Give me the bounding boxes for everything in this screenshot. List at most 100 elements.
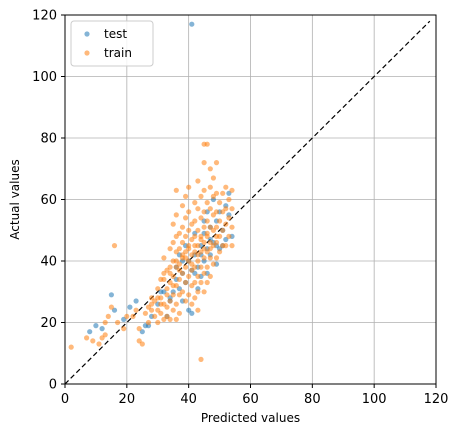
point-train (183, 298, 189, 304)
point-train (201, 255, 207, 261)
point-train (102, 319, 108, 326)
point-train (164, 292, 170, 298)
point-train (213, 190, 220, 196)
x-tick-label: 60 (242, 392, 259, 407)
point-test (127, 304, 133, 310)
point-train (195, 273, 201, 279)
point-train (139, 341, 145, 347)
point-train (195, 252, 201, 258)
point-train (121, 326, 127, 332)
point-train (84, 335, 90, 341)
point-test (108, 292, 114, 298)
point-train (201, 224, 207, 230)
y-tick-label: 0 (49, 378, 57, 393)
y-axis-ticks: 0 20 40 60 80 100 120 (32, 9, 65, 393)
x-tick-label: 0 (61, 392, 69, 407)
x-tick-label: 100 (362, 392, 387, 407)
point-train (183, 233, 189, 239)
point-train (170, 307, 176, 313)
point-train (210, 175, 216, 181)
point-train (152, 313, 158, 319)
point-train (226, 215, 232, 221)
x-axis-title: Predicted values (201, 411, 300, 425)
point-train (195, 307, 201, 313)
point-train (207, 166, 213, 172)
point-train (195, 206, 201, 212)
point-train (108, 304, 114, 310)
point-train (198, 356, 204, 362)
point-train (207, 206, 213, 212)
point-train (217, 200, 223, 206)
y-tick-label: 100 (32, 70, 57, 85)
point-train (192, 279, 198, 286)
point-train (220, 190, 226, 196)
point-train (68, 344, 74, 350)
point-train (176, 267, 182, 273)
point-test (93, 323, 99, 329)
point-train (223, 206, 229, 212)
legend-label-test: test (104, 27, 127, 41)
point-train (155, 319, 161, 326)
point-train (223, 243, 229, 249)
point-train (186, 227, 192, 233)
point-train (161, 255, 167, 261)
point-train (195, 178, 201, 184)
point-train (207, 273, 213, 279)
point-train (161, 276, 167, 282)
point-train (167, 246, 173, 252)
point-test (189, 310, 195, 316)
point-train (124, 313, 130, 319)
point-train (217, 218, 223, 224)
point-train (102, 332, 108, 338)
point-train (130, 313, 136, 319)
point-train (142, 310, 148, 316)
point-train (223, 184, 229, 190)
point-train (183, 264, 189, 270)
point-train (201, 270, 207, 276)
point-train (204, 264, 210, 270)
point-train (220, 227, 226, 233)
point-train (204, 141, 210, 147)
point-train (176, 310, 182, 316)
point-train (229, 243, 235, 249)
x-tick-label: 80 (304, 392, 321, 407)
y-tick-label: 120 (32, 9, 57, 24)
point-train (183, 255, 189, 261)
point-train (183, 215, 189, 221)
point-train (204, 218, 210, 224)
point-train (167, 270, 173, 276)
point-train (164, 304, 170, 310)
point-train (186, 209, 192, 215)
point-train (164, 286, 170, 292)
point-train (176, 246, 182, 252)
point-train (201, 246, 207, 252)
legend: test train (70, 20, 154, 67)
point-train (90, 338, 96, 344)
point-train (136, 326, 142, 332)
x-tick-label: 20 (119, 392, 136, 407)
point-train (213, 224, 220, 230)
point-train (111, 243, 118, 249)
legend-label-train: train (104, 46, 132, 60)
point-train (198, 264, 204, 270)
point-train (210, 261, 216, 267)
point-train (226, 233, 232, 239)
point-train (179, 224, 186, 230)
legend-marker-train (84, 50, 90, 56)
point-train (198, 193, 204, 199)
point-train (173, 187, 179, 193)
point-train (192, 218, 198, 224)
point-test (99, 326, 105, 332)
legend-marker-test (84, 31, 90, 37)
point-train (105, 313, 111, 319)
point-train (213, 239, 220, 246)
point-train (226, 196, 232, 203)
point-train (195, 289, 201, 295)
point-train (186, 246, 192, 252)
point-train (149, 307, 155, 313)
point-train (192, 243, 198, 249)
point-train (213, 233, 220, 239)
point-train (96, 341, 102, 347)
point-train (192, 233, 198, 239)
point-train (158, 301, 164, 307)
